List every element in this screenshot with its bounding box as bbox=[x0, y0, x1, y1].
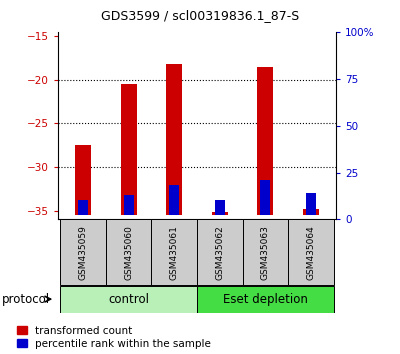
FancyBboxPatch shape bbox=[288, 219, 334, 285]
Bar bbox=[306, 193, 316, 215]
Bar bbox=[124, 195, 134, 215]
Bar bbox=[75, 145, 91, 215]
Bar bbox=[166, 64, 182, 215]
FancyBboxPatch shape bbox=[106, 219, 152, 285]
FancyBboxPatch shape bbox=[242, 219, 288, 285]
Bar bbox=[257, 67, 273, 215]
Bar bbox=[121, 84, 137, 215]
FancyBboxPatch shape bbox=[152, 219, 197, 285]
Text: GSM435064: GSM435064 bbox=[306, 225, 316, 280]
Text: GSM435063: GSM435063 bbox=[261, 225, 270, 280]
Text: GSM435062: GSM435062 bbox=[215, 225, 224, 280]
Text: protocol: protocol bbox=[2, 293, 50, 306]
Text: control: control bbox=[108, 293, 149, 306]
Bar bbox=[303, 209, 319, 215]
Bar bbox=[78, 200, 88, 215]
Text: Eset depletion: Eset depletion bbox=[223, 293, 308, 306]
Bar bbox=[212, 212, 228, 215]
Text: GSM435060: GSM435060 bbox=[124, 225, 133, 280]
Legend: transformed count, percentile rank within the sample: transformed count, percentile rank withi… bbox=[17, 326, 211, 349]
Bar bbox=[260, 180, 270, 215]
Text: GSM435059: GSM435059 bbox=[78, 225, 88, 280]
FancyBboxPatch shape bbox=[197, 219, 242, 285]
FancyBboxPatch shape bbox=[60, 286, 197, 313]
Bar bbox=[215, 200, 225, 215]
FancyBboxPatch shape bbox=[60, 219, 106, 285]
Text: GDS3599 / scl00319836.1_87-S: GDS3599 / scl00319836.1_87-S bbox=[101, 9, 299, 22]
Bar bbox=[169, 184, 179, 215]
FancyBboxPatch shape bbox=[197, 286, 334, 313]
Text: GSM435061: GSM435061 bbox=[170, 225, 179, 280]
